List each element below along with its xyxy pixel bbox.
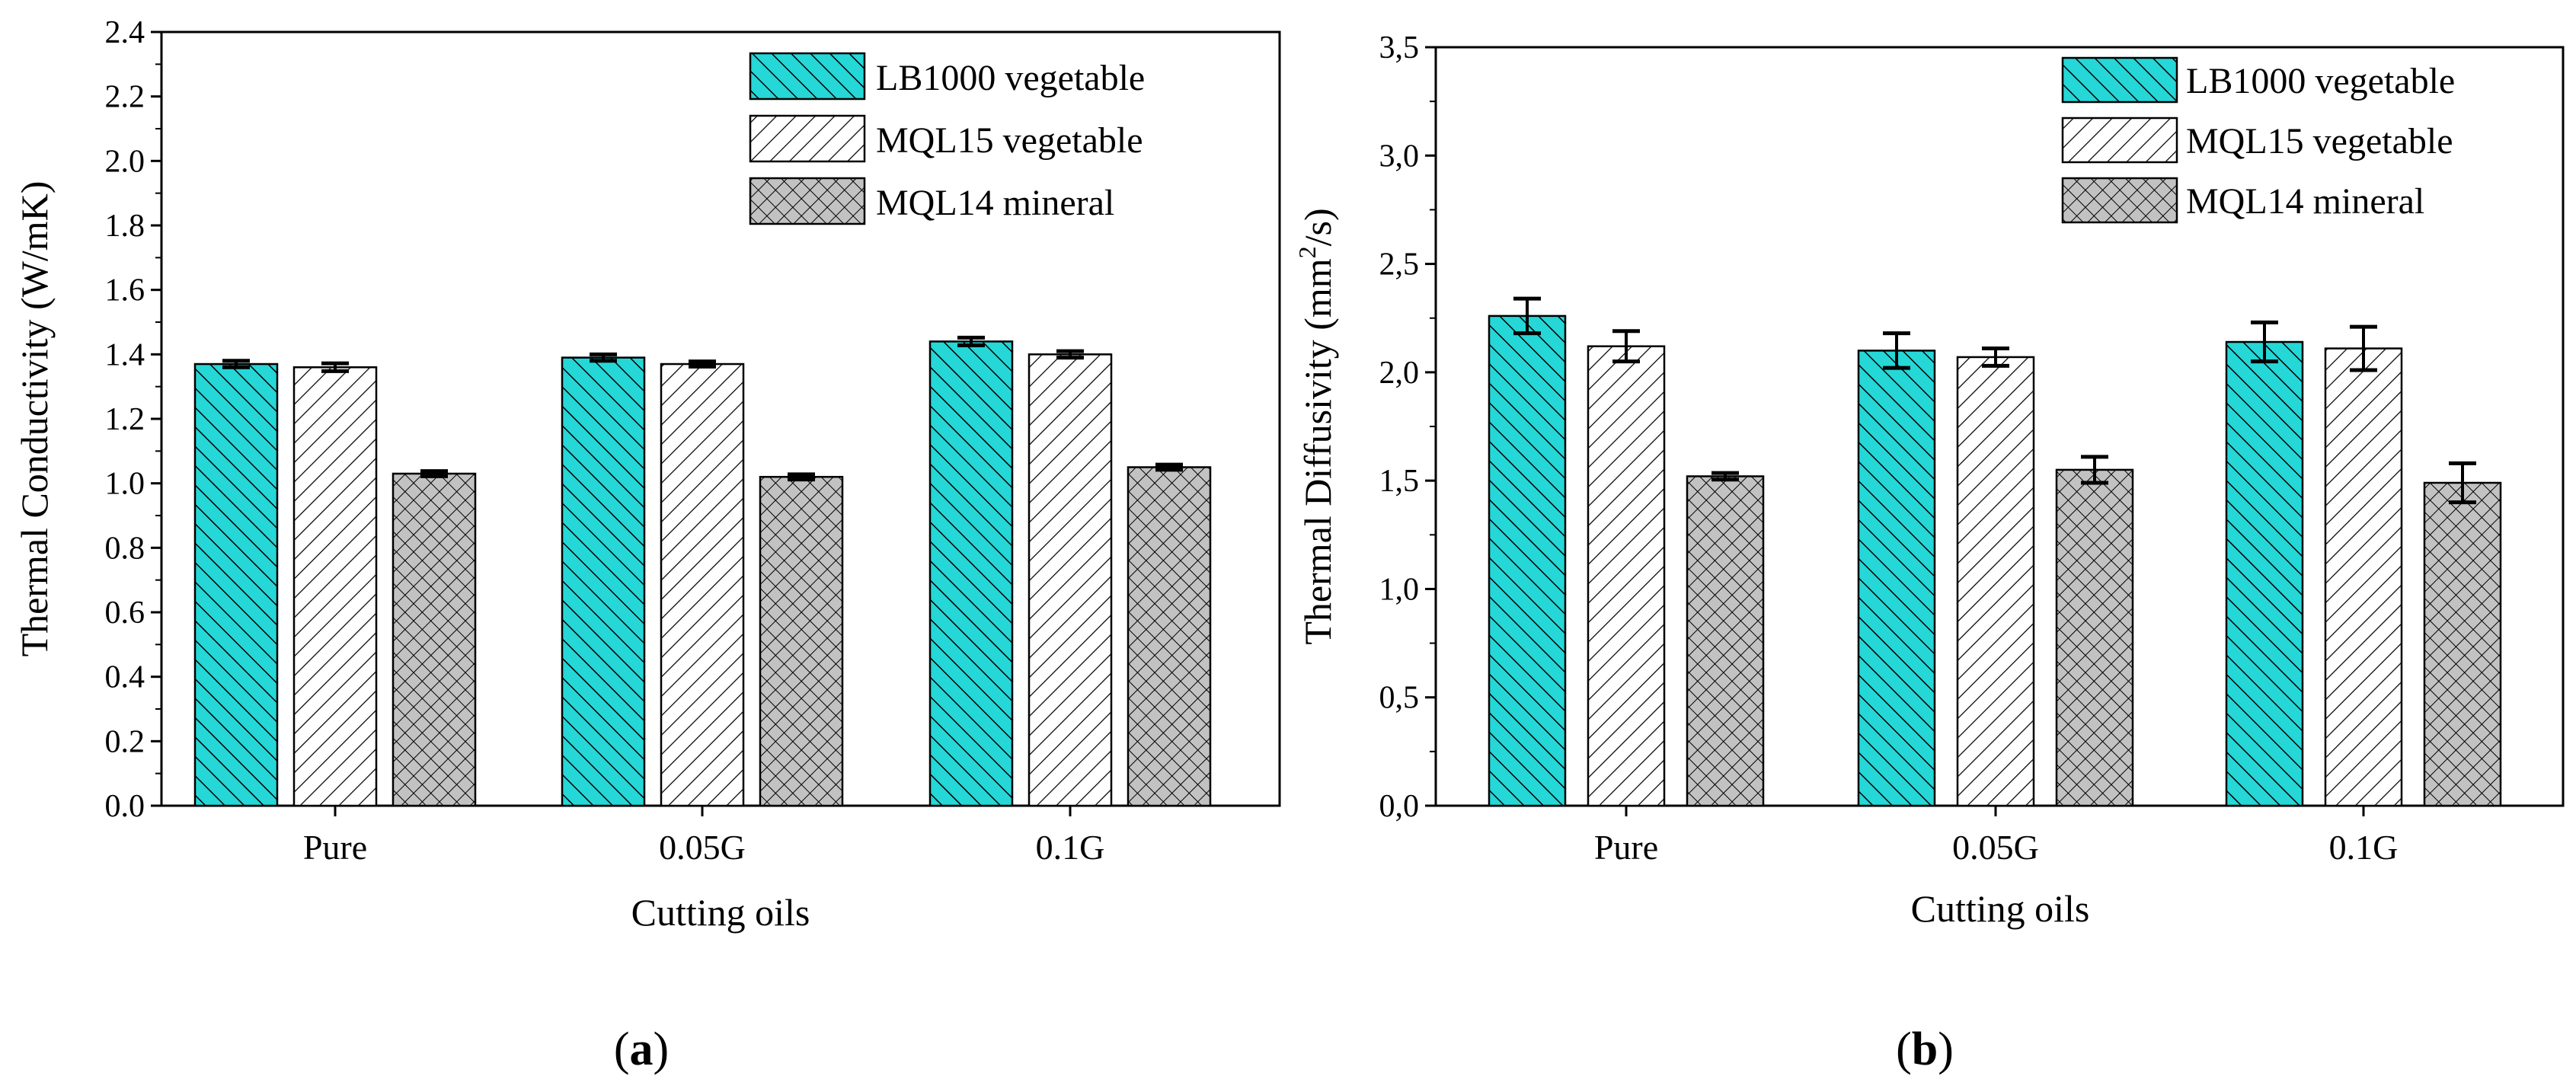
y-tick-label: 1,0 [1379,572,1420,607]
bar [2055,468,2134,807]
legend-label: MQL14 mineral [2186,181,2424,222]
y-tick-label: 3,0 [1379,139,1420,174]
legend-swatch [749,52,866,101]
y-tick-label: 0.2 [105,724,145,759]
legend-swatch [749,114,866,163]
y-axis-title: Thermal Diffusivity (mm2/s) [1293,208,1339,644]
y-tick-label: 0.8 [105,531,145,566]
bar [561,356,646,807]
y-axis-title-main: Thermal Diffusivity (mm [1296,258,1339,644]
y-tick-label: 1.4 [105,337,145,372]
bar [1686,475,1765,807]
y-tick-label: 2.0 [105,144,145,179]
bar [928,340,1014,807]
y-axis-title-sup: 2 [1293,246,1321,258]
legend-label: MQL15 vegetable [876,120,1143,161]
x-tick-label: 0.1G [2329,828,2399,867]
y-tick-label: 0.4 [105,660,145,695]
x-tick-label: Pure [1594,828,1658,867]
bar [1028,353,1113,807]
x-tick-label: Pure [303,828,367,867]
legend-label: MQL14 mineral [876,183,1114,223]
legend-label: MQL15 vegetable [2186,121,2453,161]
y-tick-label: 1,5 [1379,464,1420,499]
x-axis-title: Cutting oils [1911,887,2090,930]
bar [1857,350,1936,807]
bar [1488,315,1567,807]
bar [392,472,477,807]
bar [292,366,378,807]
y-tick-label: 0.0 [105,789,145,824]
legend-swatch [2061,177,2178,224]
legend-label: LB1000 vegetable [876,58,1145,98]
y-tick-label: 2.4 [105,15,145,50]
bar [193,362,279,807]
y-tick-label: 0.6 [105,596,145,631]
y-tick-label: 2,0 [1379,356,1420,391]
bar [2225,340,2304,807]
x-tick-label: 0.05G [1952,828,2039,867]
legend-swatch [749,177,866,225]
y-tick-label: 3,5 [1379,30,1420,65]
panel-b-chart: 0,0 0,5 1,0 1,5 2,0 2,5 3,0 3,5 Pure 0.05G 0.1G LB1… [1293,30,2565,930]
bar [1587,345,1666,807]
panel-b-label: (b) [1896,1024,1954,1075]
bar [2423,481,2502,807]
y-tick-label: 0,0 [1379,789,1420,824]
panel-a-chart: 0.0 0.2 0.4 0.6 0.8 1.0 1.2 1.4 1.6 1.8 2.0 2.2 2.4 P… [13,15,1281,934]
y-tick-label: 0,5 [1379,681,1420,716]
y-axis-title-tail: /s) [1296,208,1339,246]
x-tick-label: 0.05G [659,828,746,867]
bar [1127,466,1212,807]
y-tick-label: 2.2 [105,80,145,115]
panel-a-label: (a) [614,1024,669,1075]
y-tick-label: 1.8 [105,209,145,244]
bar [2324,347,2403,807]
legend-swatch [2061,117,2178,164]
legend-label: LB1000 vegetable [2186,61,2455,101]
y-tick-label: 1.2 [105,402,145,437]
bar [759,475,844,807]
bar [660,362,745,807]
y-axis-title: Thermal Conductivity (W/mK) [13,181,56,657]
y-tick-label: 1.0 [105,467,145,502]
y-tick-label: 2,5 [1379,248,1420,283]
bar [1956,356,2035,807]
x-tick-label: 0.1G [1036,828,1105,867]
x-axis-title: Cutting oils [631,891,810,934]
legend-swatch [2061,56,2178,104]
y-tick-label: 1.6 [105,273,145,308]
